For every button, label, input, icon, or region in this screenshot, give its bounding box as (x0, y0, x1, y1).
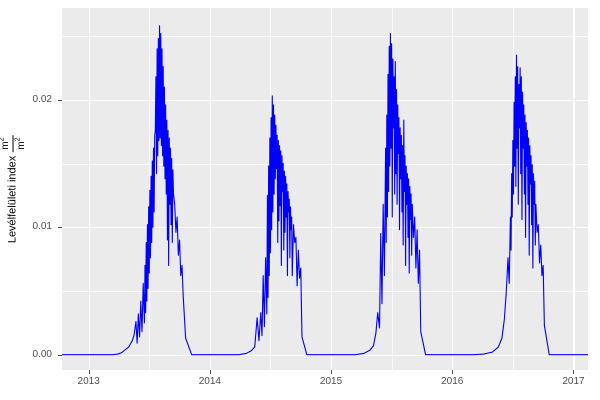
y-axis-tick-mark (58, 227, 62, 229)
x-axis-tick-mark (573, 370, 575, 374)
gridline-major-vertical (209, 8, 212, 370)
y-axis-title: Levélfelületi index m2 m2 (0, 0, 27, 378)
gridline-major-horizontal (62, 99, 588, 101)
y-axis-tick-label: 0.02 (32, 93, 52, 105)
x-axis-tick-mark (331, 370, 333, 374)
x-axis-tick-label: 2017 (562, 376, 585, 387)
gridline-minor-horizontal (62, 290, 588, 292)
x-axis-tick-label: 2016 (441, 376, 464, 387)
y-axis-tick-label: 0.00 (32, 348, 52, 360)
data-line-levelfeluleti-index (62, 25, 588, 356)
gridline-major-horizontal (62, 227, 588, 229)
gridline-major-horizontal (62, 354, 588, 356)
y-axis-title-text: Levélfelületi index (7, 155, 20, 243)
y-axis-tick-mark (58, 354, 62, 356)
gridline-major-vertical (331, 8, 333, 370)
y-axis-tick-mark (58, 99, 62, 101)
gridline-major-vertical (88, 8, 90, 370)
gridline-major-vertical (573, 8, 575, 370)
series-layer (62, 25, 588, 356)
x-axis-tick-mark (452, 370, 454, 374)
x-axis-tick-label: 2013 (77, 376, 100, 387)
y-axis-unit-fraction: m2 m2 (0, 135, 27, 152)
gridline-minor-vertical (149, 8, 150, 370)
y-axis-tick-label: 0.01 (32, 221, 52, 233)
y-axis-unit-denominator: m2 (14, 137, 27, 150)
gridline-major-vertical (452, 8, 454, 370)
gridline-minor-horizontal (62, 163, 588, 165)
x-axis-tick-mark (209, 370, 211, 374)
x-axis-tick-label: 2014 (198, 376, 221, 387)
y-axis-unit-numerator: m2 (0, 137, 12, 150)
gridline-minor-horizontal (62, 36, 588, 37)
fraction-bar (12, 135, 14, 152)
x-axis-tick-mark (88, 370, 90, 374)
plot-panel (62, 8, 588, 370)
x-axis-tick-label: 2015 (319, 376, 343, 387)
